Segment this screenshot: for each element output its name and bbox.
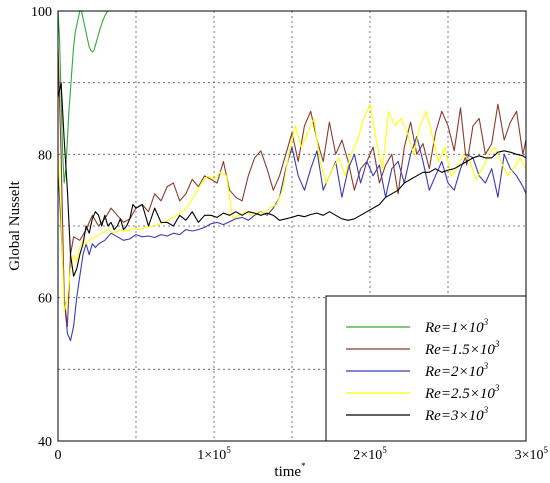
legend-label-3: Re=2.5×103	[424, 383, 500, 402]
legend: Re=1×103 Re=1.5×103 Re=2×103 Re=2.5×103 Re=3…	[325, 295, 527, 442]
x-tick-label-0: 0	[55, 448, 62, 463]
y-tick-label-0: 40	[38, 435, 52, 450]
x-axis-title-sup: *	[301, 461, 306, 471]
plot-frame	[57, 10, 527, 442]
x-axis-title: time*	[274, 461, 306, 480]
y-tick-label-1: 60	[38, 292, 52, 307]
series-line-4	[58, 82, 526, 277]
x-tick-label-2: 2×105	[353, 445, 387, 463]
legend-label-1: Re=1.5×103	[424, 339, 500, 358]
tick-labels: 0 1×105 2×105 3×105 40 60 80 100	[31, 5, 549, 463]
legend-label-0: Re=1×103	[424, 317, 489, 336]
x-tick-label-3: 3×105	[515, 445, 549, 463]
x-tick-label-1: 1×105	[197, 445, 231, 463]
legend-label-2: Re=2×103	[424, 361, 489, 380]
series-line-2	[58, 135, 526, 342]
y-tick-label-2: 80	[38, 148, 52, 163]
series-lines	[58, 11, 526, 342]
series-line-0	[58, 11, 109, 184]
legend-label-4: Re=3×103	[424, 405, 489, 424]
y-tick-label-3: 100	[31, 5, 52, 20]
legend-box	[325, 295, 527, 442]
y-axis-title: Global Nusselt	[7, 180, 23, 270]
series-line-1	[58, 46, 526, 327]
series-line-3	[58, 103, 526, 313]
